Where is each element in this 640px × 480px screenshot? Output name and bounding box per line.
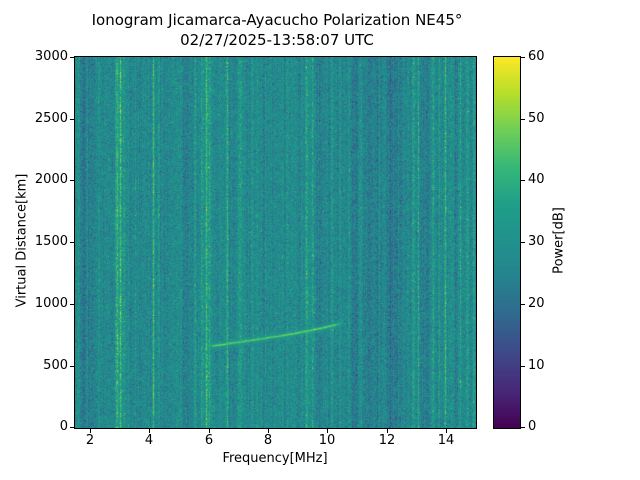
y-tick-label: 2500 (34, 111, 68, 126)
colorbar-tick-label: 50 (528, 111, 545, 126)
colorbar-tick-mark (521, 304, 525, 305)
x-tick-mark (327, 429, 328, 433)
x-axis-label: Frequency[MHz] (222, 451, 328, 466)
colorbar-tick-label: 30 (528, 234, 545, 249)
y-tick-mark (70, 366, 74, 367)
y-tick-mark (70, 180, 74, 181)
colorbar-tick-mark (521, 57, 525, 58)
y-tick-mark (70, 119, 74, 120)
y-tick-label: 3000 (34, 49, 68, 64)
colorbar (493, 56, 521, 429)
y-tick-label: 1500 (34, 234, 68, 249)
chart-subtitle: 02/27/2025-13:58:07 UTC (180, 31, 374, 49)
x-tick-mark (209, 429, 210, 433)
colorbar-tick-mark (521, 366, 525, 367)
heatmap-canvas (75, 57, 476, 428)
colorbar-label: Power[dB] (551, 207, 567, 274)
colorbar-tick-label: 40 (528, 172, 545, 187)
colorbar-tick-mark (521, 119, 525, 120)
colorbar-tick-label: 20 (528, 296, 545, 311)
x-tick-mark (90, 429, 91, 433)
chart-title: Ionogram Jicamarca-Ayacucho Polarization… (91, 11, 463, 29)
y-tick-mark (70, 427, 74, 428)
colorbar-tick-label: 10 (528, 358, 545, 373)
y-tick-label: 2000 (34, 172, 68, 187)
y-tick-label: 0 (59, 419, 68, 434)
colorbar-tick-label: 60 (528, 49, 545, 64)
x-tick-label: 14 (437, 433, 455, 448)
colorbar-tick-mark (521, 427, 525, 428)
x-tick-mark (446, 429, 447, 433)
x-tick-label: 12 (378, 433, 396, 448)
colorbar-tick-mark (521, 242, 525, 243)
y-tick-mark (70, 57, 74, 58)
x-tick-mark (149, 429, 150, 433)
y-tick-mark (70, 242, 74, 243)
x-tick-label: 2 (85, 433, 95, 448)
y-tick-mark (70, 304, 74, 305)
x-tick-mark (387, 429, 388, 433)
colorbar-canvas (494, 57, 520, 428)
plot-area (74, 56, 477, 429)
x-tick-label: 8 (263, 433, 273, 448)
x-tick-label: 6 (204, 433, 214, 448)
colorbar-tick-label: 0 (528, 419, 537, 434)
x-tick-label: 10 (318, 433, 336, 448)
x-tick-mark (268, 429, 269, 433)
y-tick-label: 1000 (34, 296, 68, 311)
x-tick-label: 4 (144, 433, 154, 448)
y-tick-label: 500 (43, 358, 68, 373)
colorbar-tick-mark (521, 180, 525, 181)
